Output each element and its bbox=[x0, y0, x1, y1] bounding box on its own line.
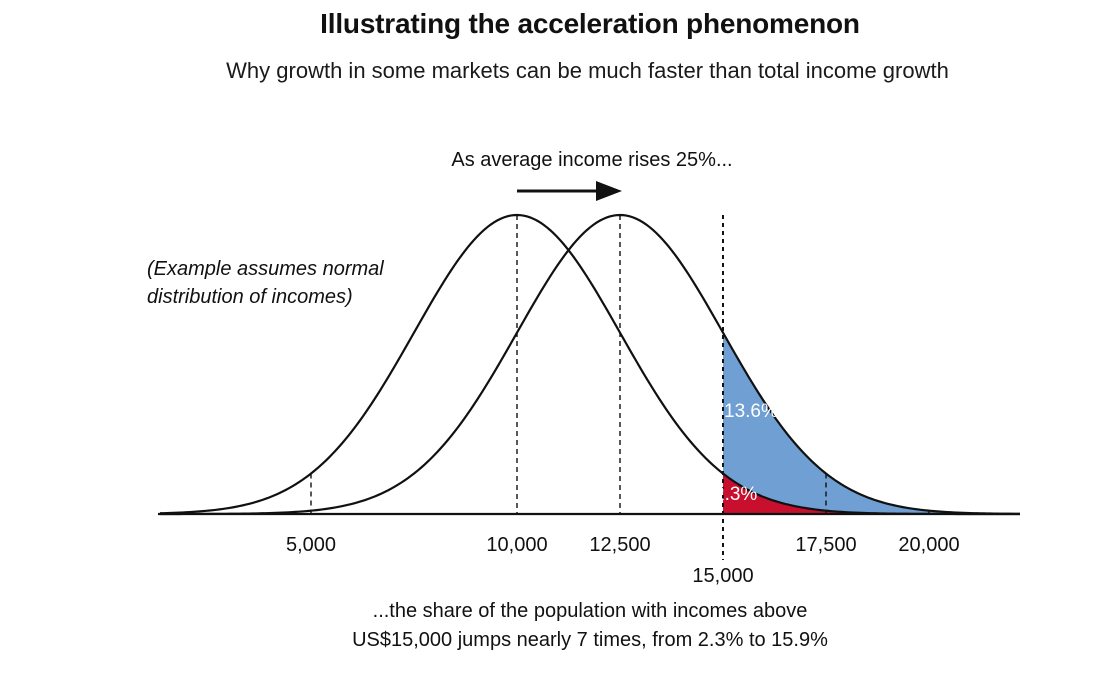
bottom-annotation-line-2: US$15,000 jumps nearly 7 times, from 2.3… bbox=[352, 629, 828, 651]
shift-arrow bbox=[517, 181, 622, 201]
average-income-annotation: As average income rises 25%... bbox=[451, 149, 732, 171]
threshold-label: 15,000 bbox=[692, 565, 753, 587]
x-tick-label: 12,500 bbox=[589, 534, 650, 556]
chart-title: Illustrating the acceleration phenomenon bbox=[320, 8, 860, 39]
original-distribution-tail-area bbox=[723, 473, 1020, 514]
x-tick-label: 10,000 bbox=[486, 534, 547, 556]
note-line-2: distribution of incomes) bbox=[147, 286, 353, 308]
original-share-label: 2.3% bbox=[714, 484, 757, 505]
note-line-1: (Example assumes normal bbox=[147, 258, 384, 280]
x-tick-label: 20,000 bbox=[898, 534, 959, 556]
chart-subtitle: Why growth in some markets can be much f… bbox=[226, 58, 949, 83]
shifted-share-label: 13.6% bbox=[724, 401, 778, 422]
x-axis-ticks: 5,000 10,000 12,500 17,500 20,000 bbox=[286, 534, 960, 556]
bottom-annotation-line-1: ...the share of the population with inco… bbox=[373, 600, 808, 622]
shifted-distribution-curve bbox=[159, 213, 1021, 516]
x-tick-label: 17,500 bbox=[795, 534, 856, 556]
x-tick-label: 5,000 bbox=[286, 534, 336, 556]
shifted-distribution-tail-area bbox=[723, 332, 1020, 514]
